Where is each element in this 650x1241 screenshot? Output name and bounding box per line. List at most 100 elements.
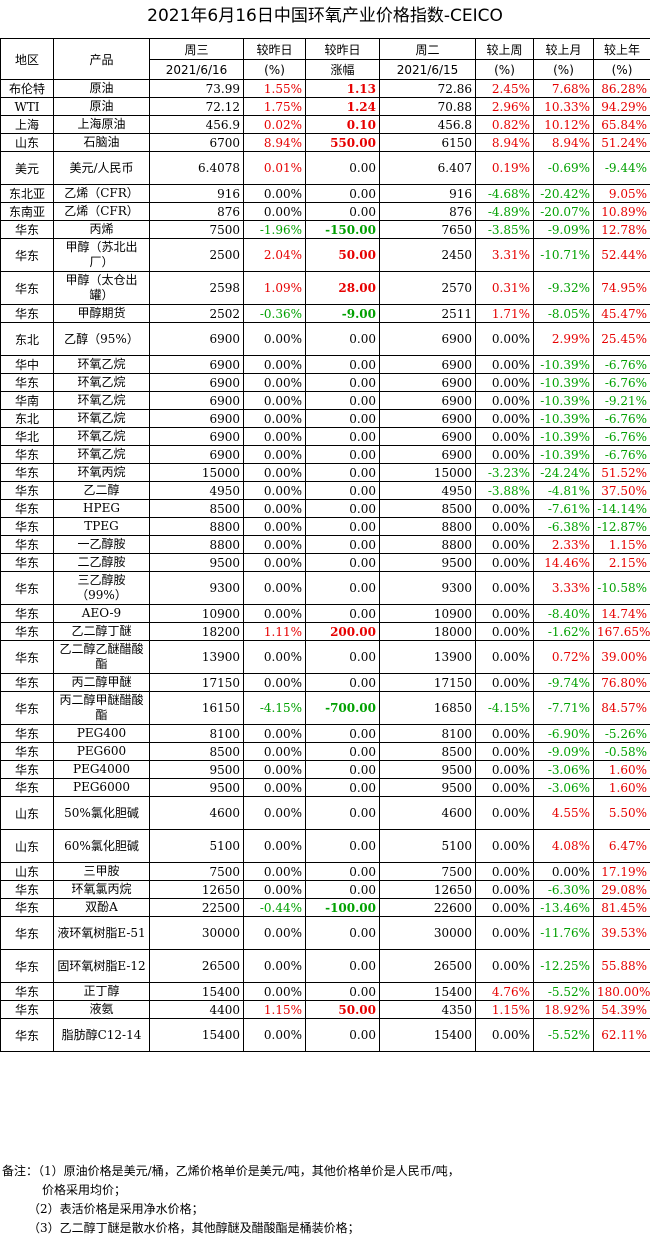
cell-product: 乙二醇乙醚醋酸酯	[53, 640, 150, 674]
cell-month-pct: -7.61%	[533, 499, 594, 518]
cell-day-pct: 0.00%	[243, 202, 306, 221]
cell-year-pct: 180.00%	[593, 982, 650, 1001]
cell-tue-price: 6.407	[379, 151, 476, 185]
cell-region: 华东	[0, 949, 54, 983]
cell-product: 环氧氯丙烷	[53, 880, 150, 899]
cell-tue-price: 6150	[379, 133, 476, 152]
cell-month-pct: -0.69%	[533, 151, 594, 185]
table-row: 东北亚 乙烯（CFR） 916 0.00% 0.00 916 -4.68% -20.42% 9.…	[0, 184, 650, 203]
cell-day-pct: 0.00%	[243, 409, 306, 428]
table-row: 华东 丙二醇甲醚 17150 0.00% 0.00 17150 0.00% -9.74% 76.…	[0, 673, 650, 692]
cell-year-pct: -6.76%	[593, 373, 650, 392]
cell-month-pct: -7.71%	[533, 691, 594, 725]
cell-tue-price: 9300	[379, 571, 476, 605]
cell-day-pct: 0.00%	[243, 742, 306, 761]
cell-year-pct: 6.47%	[593, 829, 650, 863]
cell-tue-price: 6900	[379, 355, 476, 374]
table-row: 华东 乙二醇丁醚 18200 1.11% 200.00 18000 0.00% -1.62% 1…	[0, 622, 650, 641]
cell-month-pct: 10.33%	[533, 97, 594, 116]
cell-day-pct: 0.00%	[243, 673, 306, 692]
cell-day-pct: 0.00%	[243, 553, 306, 572]
cell-week-pct: 0.00%	[475, 640, 534, 674]
table-row: 华东 脂肪醇C12-14 15400 0.00% 0.00 15400 0.00% -5.52…	[0, 1018, 650, 1052]
note-line-1b: 价格采用均价；	[42, 1183, 127, 1197]
cell-region: 山东	[0, 133, 54, 152]
cell-region: 东北	[0, 409, 54, 428]
cell-region: 华东	[0, 880, 54, 899]
cell-year-pct: -6.76%	[593, 445, 650, 464]
cell-day-amt: -100.00	[305, 898, 380, 917]
cell-year-pct: 12.78%	[593, 220, 650, 239]
cell-product: 美元/人民币	[53, 151, 150, 185]
cell-product: 正丁醇	[53, 982, 150, 1001]
cell-month-pct: -9.32%	[533, 271, 594, 305]
header-month-pct-unit: (%)	[533, 59, 594, 80]
table-row: 华东 PEG600 8500 0.00% 0.00 8500 0.00% -9.09% -0.5…	[0, 742, 650, 761]
cell-region: 华东	[0, 760, 54, 779]
table-row: 华东 乙二醇 4950 0.00% 0.00 4950 -3.88% -4.81% 37.50%	[0, 481, 650, 500]
cell-wed-price: 8500	[149, 742, 244, 761]
cell-wed-price: 2598	[149, 271, 244, 305]
cell-day-amt: 0.00	[305, 481, 380, 500]
cell-year-pct: 39.53%	[593, 916, 650, 950]
cell-product: 液环氧树脂E-51	[53, 916, 150, 950]
table-row: 美元 美元/人民币 6.4078 0.01% 0.00 6.407 0.19% -0.69% -…	[0, 151, 650, 185]
cell-wed-price: 6900	[149, 427, 244, 446]
table-row: 东北 乙醇（95%） 6900 0.00% 0.00 6900 0.00% 2.99% 25.4…	[0, 322, 650, 356]
cell-tue-price: 6900	[379, 373, 476, 392]
cell-year-pct: 86.28%	[593, 79, 650, 98]
cell-tue-price: 72.86	[379, 79, 476, 98]
cell-year-pct: 51.52%	[593, 463, 650, 482]
cell-region: 华东	[0, 691, 54, 725]
cell-day-pct: 0.00%	[243, 796, 306, 830]
cell-wed-price: 15000	[149, 463, 244, 482]
cell-product: 甲醇（苏北出厂）	[53, 238, 150, 272]
table-body: 布伦特 原油 73.99 1.55% 1.13 72.86 2.45% 7.68% 86.28%…	[0, 79, 650, 1052]
table-row: 华东 一乙醇胺 8800 0.00% 0.00 8800 0.00% 2.33% 1.15%	[0, 535, 650, 554]
cell-day-amt: 28.00	[305, 271, 380, 305]
cell-tue-price: 6900	[379, 391, 476, 410]
cell-week-pct: 4.76%	[475, 982, 534, 1001]
cell-tue-price: 30000	[379, 916, 476, 950]
cell-tue-price: 16850	[379, 691, 476, 725]
cell-tue-price: 916	[379, 184, 476, 203]
cell-tue-price: 12650	[379, 880, 476, 899]
cell-month-pct: -12.25%	[533, 949, 594, 983]
cell-day-amt: 0.00	[305, 553, 380, 572]
cell-day-amt: -700.00	[305, 691, 380, 725]
cell-tue-price: 2450	[379, 238, 476, 272]
cell-month-pct: -8.40%	[533, 604, 594, 623]
cell-wed-price: 6900	[149, 373, 244, 392]
cell-month-pct: -3.06%	[533, 760, 594, 779]
cell-day-amt: 200.00	[305, 622, 380, 641]
table-row: 华东 液氨 4400 1.15% 50.00 4350 1.15% 18.92% 54.39%	[0, 1000, 650, 1019]
table-row: 东北 环氧乙烷 6900 0.00% 0.00 6900 0.00% -10.39% -6.76…	[0, 409, 650, 428]
cell-year-pct: 1.60%	[593, 760, 650, 779]
cell-tue-price: 4350	[379, 1000, 476, 1019]
cell-wed-price: 7500	[149, 220, 244, 239]
cell-year-pct: -6.76%	[593, 409, 650, 428]
cell-year-pct: 51.24%	[593, 133, 650, 152]
page-title: 2021年6月16日中国环氧产业价格指数-CEICO	[0, 0, 650, 33]
cell-year-pct: 17.19%	[593, 862, 650, 881]
cell-month-pct: -1.62%	[533, 622, 594, 641]
cell-year-pct: 1.60%	[593, 778, 650, 797]
cell-wed-price: 6900	[149, 322, 244, 356]
cell-year-pct: -6.76%	[593, 427, 650, 446]
cell-month-pct: 10.12%	[533, 115, 594, 134]
cell-region: 东北	[0, 322, 54, 356]
cell-region: 华东	[0, 604, 54, 623]
cell-month-pct: -10.39%	[533, 445, 594, 464]
cell-day-amt: 0.00	[305, 949, 380, 983]
cell-year-pct: 54.39%	[593, 1000, 650, 1019]
cell-week-pct: -3.23%	[475, 463, 534, 482]
cell-region: 华东	[0, 445, 54, 464]
cell-wed-price: 6900	[149, 445, 244, 464]
cell-year-pct: -0.58%	[593, 742, 650, 761]
cell-month-pct: 7.68%	[533, 79, 594, 98]
cell-tue-price: 8800	[379, 517, 476, 536]
cell-day-amt: 550.00	[305, 133, 380, 152]
cell-week-pct: 0.00%	[475, 427, 534, 446]
cell-day-amt: -9.00	[305, 304, 380, 323]
